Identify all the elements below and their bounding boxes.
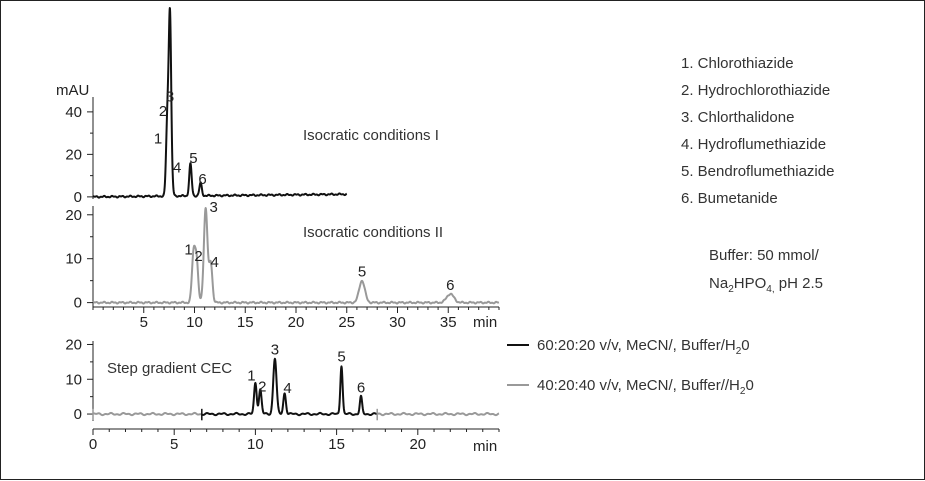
peak-label: 5 [337, 348, 345, 365]
chromatogram-trace [92, 411, 203, 417]
peak-label: 5 [358, 264, 366, 281]
x-tick-label: 15 [328, 436, 345, 453]
y-tick-label: 20 [65, 146, 82, 163]
y-tick-label: 0 [74, 406, 82, 423]
x-tick-label: 15 [237, 314, 254, 331]
legend: 60:20:20 v/v, MeCN/, Buffer/H20 40:20:40… [507, 337, 754, 397]
x-tick-label: 30 [389, 314, 406, 331]
y-tick-label: 40 [65, 104, 82, 121]
x-tick-label: 35 [440, 314, 457, 331]
compound-item: 1. Chlorothiazide [681, 55, 794, 72]
chromatogram-trace [92, 6, 348, 199]
peak-label: 4 [211, 254, 219, 271]
x-tick-label: 5 [140, 314, 148, 331]
condition-label: Isocratic conditions I [303, 127, 439, 144]
legend-entry-2: 40:20:40 v/v, MeCN/, Buffer//H20 [537, 377, 754, 397]
compound-item: 3. Chlorthalidone [681, 109, 794, 126]
y-tick-label: 0 [74, 189, 82, 206]
peak-label: 1 [184, 242, 192, 259]
x-tick-label: 20 [288, 314, 305, 331]
x-tick-label: 25 [338, 314, 355, 331]
peak-label: 1 [247, 368, 255, 385]
peak-label: 3 [271, 341, 279, 358]
x-axis-label: min [473, 438, 497, 455]
peak-label: 2 [258, 379, 266, 396]
peak-label: 4 [283, 380, 291, 397]
panel-isocratic-2: 0 10 20 5 10 15 20 25 30 35 min 1 2 3 4 5 6 Isocratic con… [65, 199, 500, 331]
compound-item: 6. Bumetanide [681, 190, 778, 207]
x-tick-label: 10 [186, 314, 203, 331]
chromatogram-trace [92, 207, 500, 305]
y-tick-label: 20 [65, 207, 82, 224]
peak-label: 2 [159, 103, 167, 120]
panel-isocratic-1: 0 20 40 mAU 1 23 456 Isocratic conditions I [56, 6, 439, 206]
peak-label: 4 [173, 160, 181, 177]
peak-label: 6 [357, 380, 365, 397]
x-tick-label: 5 [170, 436, 178, 453]
y-tick-label: 10 [65, 251, 82, 268]
chromatogram-trace [201, 357, 378, 417]
peak-label: 1 [154, 130, 162, 147]
condition-label: Step gradient CEC [107, 360, 232, 377]
compound-list: 1. Chlorothiazide 2. Hydrochlorothiazide… [681, 55, 834, 207]
y-axis-label: mAU [56, 82, 89, 99]
chromatogram-trace [376, 411, 500, 417]
peak-label: 2 [194, 248, 202, 265]
x-tick-label: 20 [409, 436, 426, 453]
peak-label: 3 [166, 88, 174, 105]
compound-item: 4. Hydroflumethiazide [681, 136, 826, 153]
y-tick-label: 20 [65, 336, 82, 353]
buffer-line-2: Na2HPO4, pH 2.5 [709, 275, 823, 295]
peak-label: 6 [446, 277, 454, 294]
x-tick-label: 10 [247, 436, 264, 453]
condition-label: Isocratic conditions II [303, 224, 443, 241]
peak-label: 3 [210, 199, 218, 216]
compound-item: 5. Bendroflumethiazide [681, 163, 834, 180]
y-tick-label: 0 [74, 295, 82, 312]
peak-label: 5 [189, 150, 197, 167]
legend-entry-1: 60:20:20 v/v, MeCN/, Buffer/H20 [537, 337, 750, 357]
buffer-note: Buffer: 50 mmol/ Na2HPO4, pH 2.5 [709, 247, 823, 295]
compound-item: 2. Hydrochlorothiazide [681, 82, 830, 99]
x-tick-label: 0 [89, 436, 97, 453]
peak-label: 6 [198, 171, 206, 188]
buffer-line-1: Buffer: 50 mmol/ [709, 247, 820, 264]
x-axis-label: min [473, 314, 497, 331]
y-tick-label: 10 [65, 371, 82, 388]
